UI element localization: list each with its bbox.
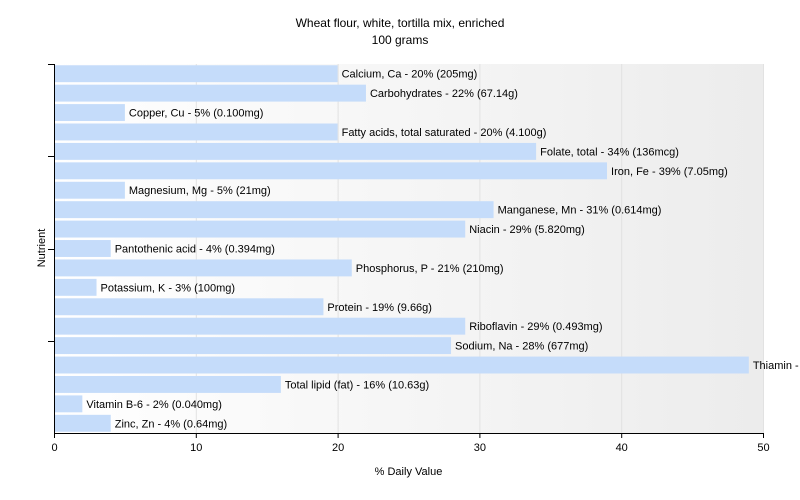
bar xyxy=(55,162,608,180)
bar xyxy=(55,142,537,160)
chart-title: Wheat flour, white, tortilla mix, enrich… xyxy=(295,16,505,30)
bar xyxy=(55,375,281,393)
bar xyxy=(55,240,111,257)
x-tick-label: 40 xyxy=(616,442,628,454)
bar xyxy=(55,278,97,296)
bar xyxy=(55,65,338,83)
x-tick-label: 0 xyxy=(51,442,57,454)
x-axis-label: % Daily Value xyxy=(374,466,443,478)
bar-label: Iron, Fe - 39% (7.05mg) xyxy=(611,166,728,178)
bar xyxy=(55,84,366,102)
x-tick-label: 50 xyxy=(757,442,769,454)
bar xyxy=(55,395,83,413)
bar xyxy=(55,201,494,219)
bar-label: Manganese, Mn - 31% (0.614mg) xyxy=(498,205,662,217)
bar-label: Fatty acids, total saturated - 20% (4.10… xyxy=(342,127,547,139)
bar-label: Calcium, Ca - 20% (205mg) xyxy=(342,69,478,81)
bar xyxy=(55,356,749,374)
bar-label: Pantothenic acid - 4% (0.394mg) xyxy=(115,244,275,256)
bar xyxy=(55,414,111,432)
bar-label: Folate, total - 34% (136mcg) xyxy=(540,146,679,158)
x-tick-label: 20 xyxy=(332,442,344,454)
y-axis-label: Nutrient xyxy=(36,228,48,268)
bar-label: Total lipid (fat) - 16% (10.63g) xyxy=(285,379,429,391)
bar-label: Copper, Cu - 5% (0.100mg) xyxy=(129,108,264,120)
bar xyxy=(55,104,125,122)
bar-label: Vitamin B-6 - 2% (0.040mg) xyxy=(86,399,222,411)
bar xyxy=(55,220,466,238)
bar-label: Carbohydrates - 22% (67.14g) xyxy=(370,88,518,100)
x-tick-label: 10 xyxy=(190,442,202,454)
bar xyxy=(55,317,466,335)
bar-label: Protein - 19% (9.66g) xyxy=(327,302,432,314)
bar xyxy=(55,259,352,277)
bar-label: Zinc, Zn - 4% (0.64mg) xyxy=(115,418,227,430)
bar xyxy=(55,123,338,141)
bar-label: Niacin - 29% (5.820mg) xyxy=(469,224,585,236)
bar-label: Phosphorus, P - 21% (210mg) xyxy=(356,263,504,275)
chart-subtitle: 100 grams xyxy=(371,33,429,47)
x-tick-label: 30 xyxy=(474,442,486,454)
bar-label: Magnesium, Mg - 5% (21mg) xyxy=(129,185,271,197)
bar xyxy=(55,181,125,199)
bar-label: Potassium, K - 3% (100mg) xyxy=(101,282,236,294)
bar-label: Thiamin - 49% (0.735mg) xyxy=(753,360,800,372)
bar-label: Riboflavin - 29% (0.493mg) xyxy=(469,321,602,333)
bar-label: Sodium, Na - 28% (677mg) xyxy=(455,341,588,353)
bar xyxy=(55,337,452,355)
bar xyxy=(55,298,324,316)
